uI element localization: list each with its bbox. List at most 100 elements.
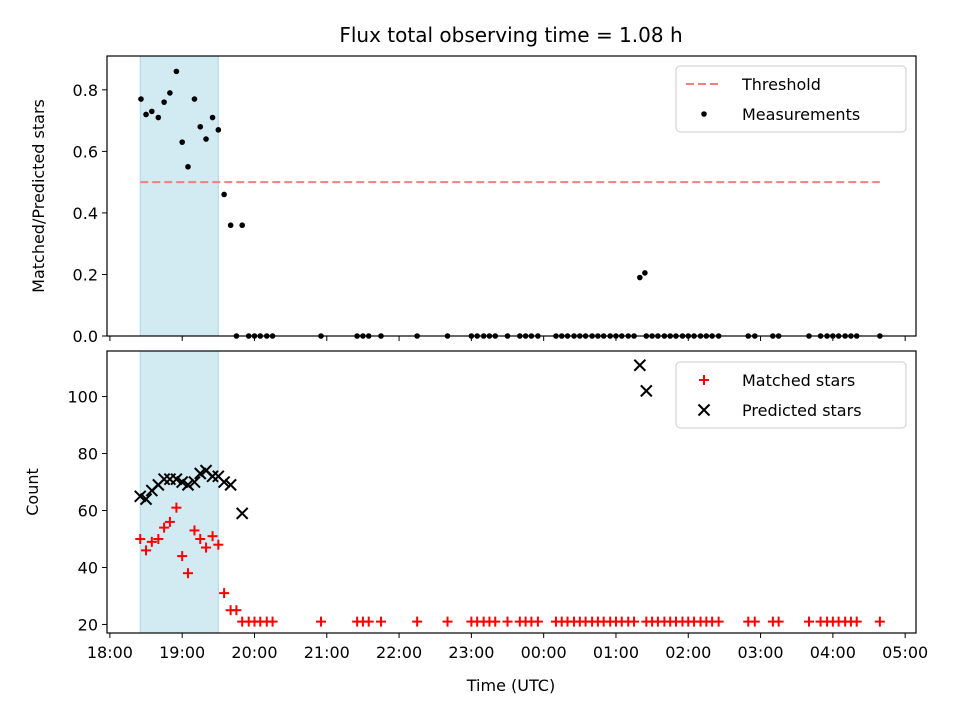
data-point-cross-b [640, 384, 653, 398]
data-point-plus [171, 502, 182, 513]
data-point-plus [164, 516, 175, 527]
data-point-plus [231, 605, 242, 616]
data-point-dot [637, 274, 643, 281]
top-panel-ratio: 0.0 0.2 0.4 0.6 0.8 Matched/Predicted stars Th… [29, 55, 917, 346]
data-point-dot [179, 139, 185, 145]
data-point-cross-b [181, 478, 195, 492]
data-point-cross-b [170, 472, 183, 486]
data-point-cross [217, 475, 231, 489]
plot-frame [106, 55, 917, 337]
x-tick-label: 23:00 [448, 643, 494, 662]
data-point-plus [201, 542, 212, 553]
y-tick-label: 60 [78, 502, 98, 521]
data-point-plus [532, 616, 543, 627]
data-point-plus [874, 616, 885, 627]
data-point-dot [197, 123, 204, 130]
plot-frame [106, 350, 917, 634]
data-point-plus [267, 616, 278, 627]
bottom-panel-count: 20 40 60 80 100 18:00 19:00 20:00 21:00 22:00 23:0… [23, 350, 928, 662]
data-point-plus [146, 536, 157, 547]
data-point-cross [139, 492, 153, 506]
legend: Threshold Measurements [675, 65, 907, 133]
data-point-cross [235, 507, 249, 520]
data-point-cross-b [224, 478, 237, 492]
chart-title: Flux total observing time = 1.08 h [339, 23, 682, 47]
data-point-cross [157, 472, 171, 486]
data-point-plus [177, 551, 188, 562]
legend-label: Predicted stars [742, 401, 862, 420]
data-point-plus [749, 616, 760, 627]
data-point-dot [155, 114, 162, 121]
legend: Matched stars Predicted stars [675, 361, 907, 429]
data-point-dot [149, 108, 155, 115]
data-point-cross-b [139, 492, 153, 506]
data-point-dot [191, 96, 198, 102]
y-tick-label: 40 [78, 558, 98, 577]
data-point-plus [376, 616, 387, 627]
legend-label: Measurements [742, 105, 860, 124]
legend-box [675, 361, 907, 429]
y-tick-label: 0.2 [73, 265, 98, 284]
data-point-plus [219, 588, 230, 599]
data-point-cross [181, 478, 195, 492]
data-point-cross-b [206, 470, 219, 483]
data-point-plus [189, 525, 200, 536]
data-point-plus [442, 616, 453, 627]
data-point-dot [173, 68, 180, 75]
y-tick-label: 0.8 [73, 81, 98, 100]
data-point-cross-b [633, 359, 647, 372]
legend-swatch-plus [699, 375, 709, 385]
data-point-cross [188, 475, 201, 489]
data-point-plus [713, 616, 724, 627]
data-point-cross-b [157, 472, 171, 486]
x-tick-label: 02:00 [665, 643, 711, 662]
y-tick-label: 20 [78, 615, 98, 634]
data-point-cross-b [188, 475, 201, 489]
data-point-dot [642, 270, 648, 276]
data-point-dot [209, 114, 216, 121]
x-tick-label: 21:00 [304, 643, 350, 662]
data-point-dot [161, 99, 167, 105]
legend-label: Threshold [741, 75, 821, 94]
x-tick-label: 20:00 [231, 643, 277, 662]
y-tick-label: 0.4 [73, 204, 98, 223]
y-tick-label: 0.6 [73, 142, 98, 161]
data-point-plus [363, 616, 374, 627]
data-point-cross-b [199, 464, 213, 477]
data-point-cross [640, 384, 653, 398]
x-tick-label: 18:00 [87, 643, 133, 662]
x-axis-label: Time (UTC) [466, 676, 555, 695]
data-point-dot [239, 222, 245, 229]
data-point-plus [773, 616, 784, 627]
data-point-plus [502, 616, 513, 627]
legend-swatch-cross-b [697, 403, 711, 417]
y-axis-label: Matched/Predicted stars [29, 99, 48, 293]
data-point-dot [167, 90, 173, 96]
data-point-plus [315, 616, 326, 627]
data-point-plus [153, 534, 164, 544]
data-point-dot [203, 136, 209, 142]
y-axis-label: Count [23, 468, 42, 516]
data-point-cross-b [212, 470, 225, 483]
data-point-dot [185, 163, 191, 170]
legend-label: Matched stars [742, 371, 855, 390]
data-point-plus [182, 568, 193, 579]
data-point-dot [138, 96, 144, 102]
legend-box [675, 65, 907, 133]
x-tick-label: 04:00 [810, 643, 856, 662]
data-point-dot [221, 191, 227, 198]
y-tick-label: 0.0 [73, 327, 98, 346]
data-point-plus [135, 534, 146, 544]
data-point-plus [159, 522, 170, 533]
highlight-span [139, 55, 219, 337]
data-point-dot [143, 111, 149, 118]
data-point-cross-b [217, 475, 231, 489]
data-point-dot [215, 127, 222, 133]
legend-swatch-dot [701, 111, 707, 117]
x-tick-label: 19:00 [159, 643, 205, 662]
x-tick-label: 22:00 [376, 643, 422, 662]
data-point-cross [633, 359, 647, 372]
x-tick-label: 01:00 [593, 643, 639, 662]
series-cross [134, 359, 653, 520]
data-point-plus [195, 534, 206, 544]
